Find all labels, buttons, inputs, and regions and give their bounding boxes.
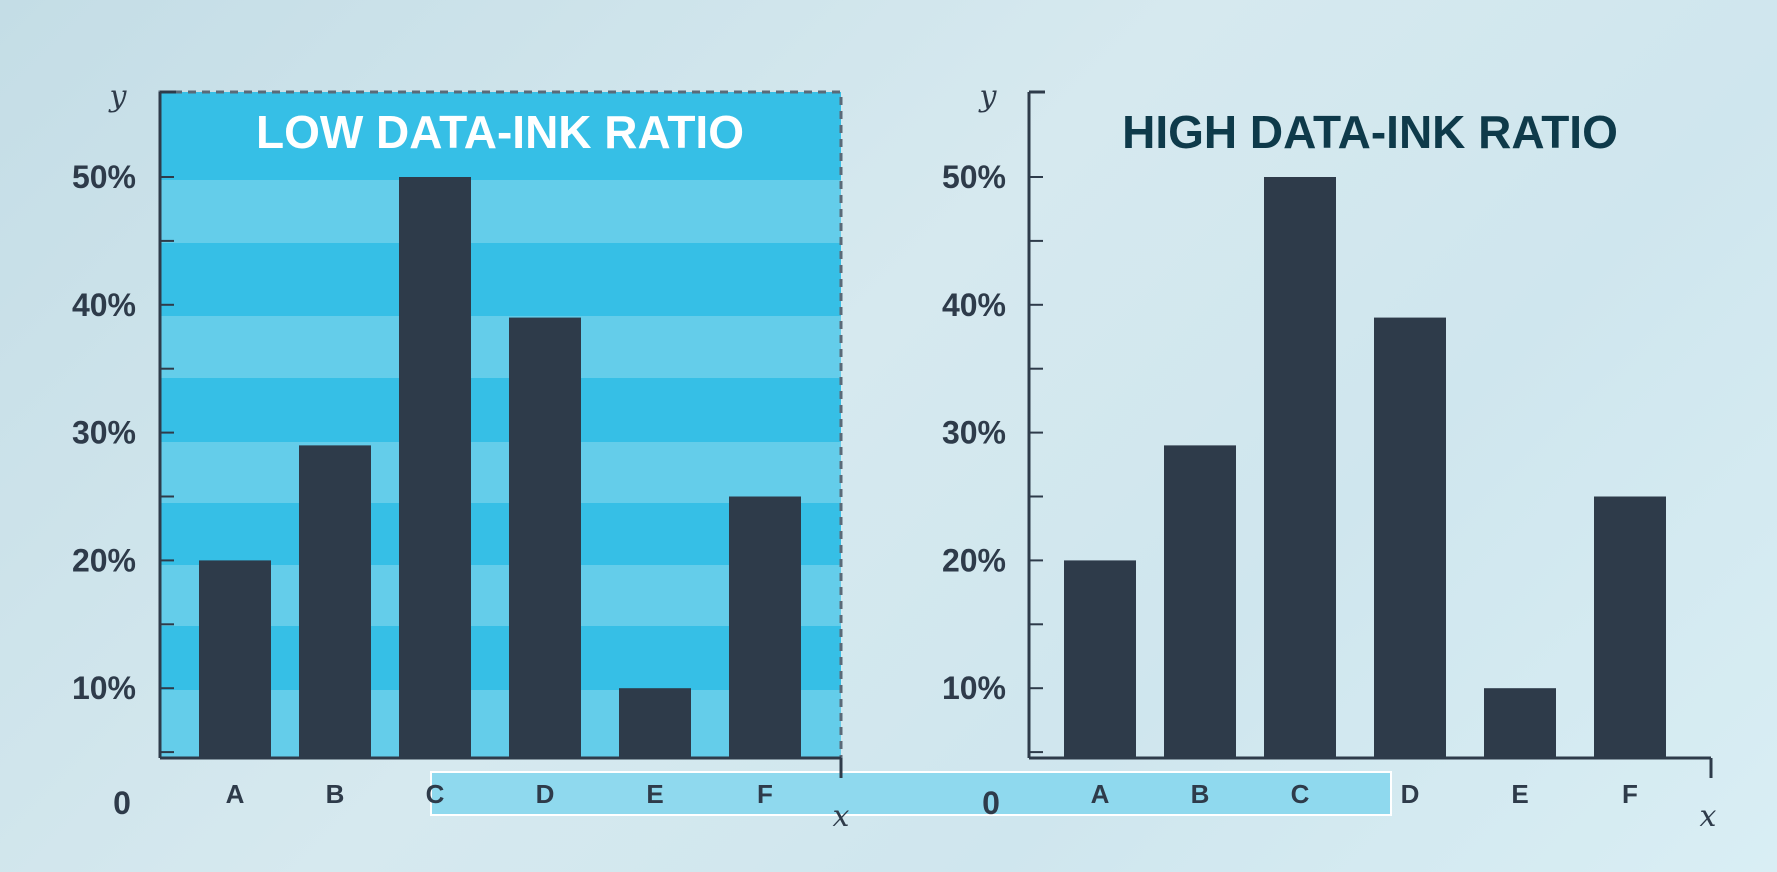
x-axis-highlight-strip — [430, 771, 1392, 816]
low-chart-striped-background — [160, 92, 841, 758]
y-axis-label: y — [108, 79, 128, 114]
bar-d — [509, 317, 581, 758]
bar-b — [1164, 445, 1236, 758]
bar-a — [1064, 560, 1136, 758]
low-chart-labels: 0 10% 20% 30% 40% 50% y x A B C D E F — [72, 79, 850, 834]
background-band — [160, 690, 841, 758]
background-band — [160, 180, 841, 243]
high-chart-labels: 0 10% 20% 30% 40% 50% y x A B C D E F — [942, 79, 1717, 834]
bar-f — [1594, 496, 1666, 758]
category-label: E — [646, 779, 663, 809]
background-band — [160, 92, 841, 180]
bar-a — [199, 560, 271, 758]
high-chart-bars — [1064, 177, 1666, 758]
y-tick-label: 50% — [72, 159, 136, 195]
y-tick-label: 30% — [942, 415, 1006, 451]
y-tick-label: 0 — [982, 785, 1000, 821]
y-tick-label: 0 — [113, 785, 131, 821]
bar-b — [299, 445, 371, 758]
category-label: C — [1291, 779, 1310, 809]
y-tick-label: 40% — [942, 287, 1006, 323]
low-data-ink-chart: LOW DATA-INK RATIO 0 10% 20% 30% 40% 50% y x A B C… — [72, 79, 850, 834]
category-label: F — [757, 779, 773, 809]
background-band — [160, 316, 841, 378]
category-label: D — [536, 779, 555, 809]
y-tick-label: 20% — [942, 542, 1006, 578]
x-axis-label: x — [833, 799, 850, 834]
y-tick-label: 30% — [72, 415, 136, 451]
category-label: F — [1622, 779, 1638, 809]
category-label: B — [1191, 779, 1210, 809]
background-band — [160, 243, 841, 316]
background-band — [160, 626, 841, 690]
x-axis-label: x — [1700, 799, 1717, 834]
high-chart-title: HIGH DATA-INK RATIO — [1122, 106, 1618, 158]
y-tick-label: 10% — [72, 670, 136, 706]
high-data-ink-chart: HIGH DATA-INK RATIO 0 10% 20% 30% 40% 50% y x A B… — [942, 79, 1717, 834]
background-band — [160, 503, 841, 565]
bar-e — [1484, 688, 1556, 758]
y-tick-label: 10% — [942, 670, 1006, 706]
y-tick-label: 20% — [72, 542, 136, 578]
bar-e — [619, 688, 691, 758]
bar-d — [1374, 317, 1446, 758]
y-tick-label: 50% — [942, 159, 1006, 195]
bar-c — [1264, 177, 1336, 758]
background-band — [160, 565, 841, 626]
low-chart-bars — [199, 177, 801, 758]
background-band — [160, 442, 841, 503]
category-label: D — [1401, 779, 1420, 809]
bar-c — [399, 177, 471, 758]
category-label: C — [426, 779, 445, 809]
y-tick-label: 40% — [72, 287, 136, 323]
category-label: B — [326, 779, 345, 809]
category-label: A — [226, 779, 245, 809]
low-chart-title: LOW DATA-INK RATIO — [256, 106, 744, 158]
category-label: E — [1511, 779, 1528, 809]
category-label: A — [1091, 779, 1110, 809]
y-axis-label: y — [978, 79, 998, 114]
low-chart-axes — [158, 90, 843, 778]
bar-f — [729, 496, 801, 758]
background-band — [160, 378, 841, 442]
